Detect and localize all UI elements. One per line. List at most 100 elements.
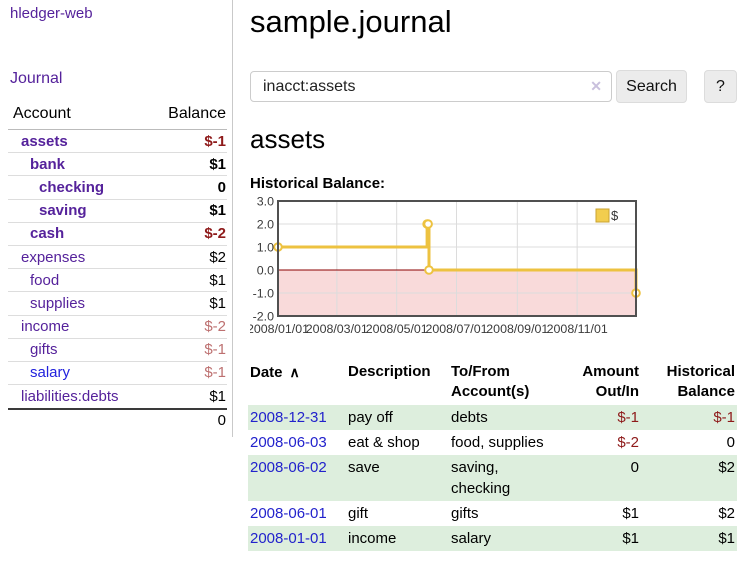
account-link[interactable]: food [30,271,60,289]
transaction-accounts: food, supplies [451,434,544,451]
page-title: sample.journal [250,4,452,39]
x-axis-tick-label: 2008/11/01 [547,322,608,336]
column-header: To/From Account(s) [449,358,557,405]
account-link[interactable]: cash [30,225,65,243]
transactions-header-row: Date ∧ Description To/From Account(s) Amount… [248,358,737,405]
transaction-description: gift [348,505,369,522]
account-link[interactable]: income [21,318,70,336]
account-balance: $1 [209,388,226,406]
account-link[interactable]: assets [21,132,68,150]
x-axis-tick-label: 2008/05/01 [366,322,428,336]
transaction-balance: 0 [726,434,735,451]
column-header: Amount Out/In [557,358,641,405]
y-axis-tick-label: -2.0 [253,310,274,324]
transaction-accounts: gifts [451,505,479,522]
sidebar-item-journal[interactable]: Journal [10,70,63,87]
account-row: food $1 [8,269,227,293]
transactions-table: Date ∧ Description To/From Account(s) Amount… [248,358,737,551]
transaction-row: 2008-06-01 gift gifts $1 $2 [248,501,737,526]
account-row: cash $-2 [8,223,227,246]
sort-ascending-icon: ∧ [289,364,300,380]
account-link[interactable]: gifts [30,341,58,359]
account-link[interactable]: liabilities:debts [21,388,119,406]
y-axis-tick-label: 2.0 [257,218,274,232]
column-header-label: Date [250,364,283,381]
transaction-description: eat & shop [348,434,420,451]
transaction-date-link[interactable]: 2008-06-01 [250,505,327,522]
transaction-description: pay off [348,409,393,426]
accounts-list: assets $-1 bank $1 checking 0 saving $1 cash $-2 e… [8,130,227,408]
transaction-row: 2008-06-02 save saving, checking 0 $2 [248,455,737,501]
account-row: bank $1 [8,153,227,177]
accounts-panel: Account Balance assets $-1 bank $1 checking 0… [8,103,227,431]
transaction-date-link[interactable]: 2008-12-31 [250,409,327,426]
account-link[interactable]: salary [30,364,71,382]
search-bar: ✕ Search ? [250,70,738,103]
transaction-accounts: debts [451,409,488,426]
column-header[interactable]: Date ∧ [248,358,346,405]
historical-balance-chart: $3.0 2.0 1.0 0.0 -1.0 -2.02008/01/012008/03/0… [250,196,641,336]
search-box: ✕ [250,71,612,102]
transaction-row: 2008-12-31 pay off debts $-1 $-1 [248,405,737,430]
account-balance: $-2 [204,318,226,336]
transaction-accounts: saving, checking [451,459,511,497]
account-balance: $2 [209,248,226,266]
clear-search-icon[interactable]: ✕ [590,78,602,94]
transaction-description: save [348,459,380,476]
app-title-link[interactable]: hledger-web [10,5,93,22]
y-axis-tick-label: -1.0 [253,287,274,301]
column-header-label: To/From Account(s) [451,363,530,400]
transaction-description: income [348,530,397,547]
transaction-amount: $1 [622,505,639,522]
transaction-amount: $1 [622,530,639,547]
account-balance: $-1 [204,132,226,150]
transaction-date-link[interactable]: 2008-06-02 [250,459,327,476]
transaction-amount: 0 [630,459,639,476]
account-row: saving $1 [8,200,227,223]
account-balance: 0 [217,178,226,196]
account-link[interactable]: expenses [21,248,86,266]
account-row: expenses $2 [8,246,227,270]
account-row: income $-2 [8,316,227,339]
column-header: Historical Balance [641,358,737,405]
account-row: salary $-1 [8,362,227,386]
column-header: Description [346,358,449,405]
account-link[interactable]: saving [39,202,87,220]
account-balance: $1 [209,202,226,220]
x-axis-tick-label: 2008/09/01 [486,322,548,336]
search-input[interactable] [250,71,612,102]
sidebar: hledger-web Journal Account Balance asse… [0,0,233,437]
account-row: assets $-1 [8,130,227,154]
column-header-label: Historical Balance [666,363,735,400]
transaction-balance: $-1 [713,409,735,426]
transaction-date-link[interactable]: 2008-06-03 [250,434,327,451]
transaction-accounts: salary [451,530,492,547]
help-button[interactable]: ? [704,70,737,103]
accounts-total-value: 0 [217,412,226,430]
transaction-amount: $-2 [617,434,639,451]
accounts-header: Account Balance [8,103,227,130]
account-link[interactable]: checking [39,178,105,196]
main-content: sample.journal ✕ Search ? assets Histori… [248,0,738,582]
column-header-label: Description [348,363,431,380]
account-balance: $1 [209,155,226,173]
accounts-total-row: 0 [8,408,227,431]
account-balance: $-1 [204,364,226,382]
account-row: liabilities:debts $1 [8,385,227,408]
transaction-balance: $2 [718,505,735,522]
account-balance: $1 [209,271,226,289]
accounts-header-balance: Balance [168,105,226,122]
chart-heading: Historical Balance: [250,175,386,192]
x-axis-tick-label: 2008/03/01 [306,322,368,336]
legend-swatch [595,208,610,223]
account-row: gifts $-1 [8,339,227,362]
transaction-row: 2008-06-03 eat & shop food, supplies $-2 0 [248,430,737,455]
y-axis-tick-label: 3.0 [257,196,274,209]
transaction-date-link[interactable]: 2008-01-01 [250,530,327,547]
account-balance: $-2 [204,225,226,243]
data-point-marker [423,219,433,229]
plot-border [277,200,637,317]
account-link[interactable]: supplies [30,294,86,312]
account-link[interactable]: bank [30,155,66,173]
search-button[interactable]: Search [616,70,687,103]
